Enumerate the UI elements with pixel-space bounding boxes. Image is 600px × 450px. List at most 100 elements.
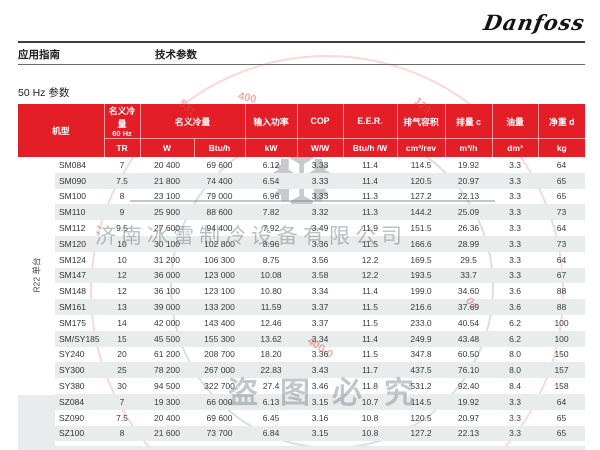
value-cell: 3.36 — [311, 349, 329, 360]
value-cell: 69 600 — [206, 412, 233, 423]
value-cell: 13 — [104, 299, 141, 315]
value-cell: 73 — [538, 235, 586, 252]
value-cell: 92.40 — [457, 381, 480, 392]
col-header-capacity-60hz-sub: 60 Hz — [112, 129, 132, 138]
value-cell: 3.6 — [509, 286, 521, 297]
danfoss-logo: Danfoss — [482, 10, 588, 35]
value-cell: 28.99 — [445, 235, 493, 252]
value-cell: 20 400 — [154, 159, 181, 170]
value-cell: 65 — [556, 191, 567, 202]
value-cell: 30 — [117, 381, 127, 392]
model-cell: SZ100 — [55, 425, 105, 442]
value-cell: 34.60 — [457, 286, 480, 297]
table-row: SM175 14 42 000 143 400 12.46 3.37 11.5 233.0 40… — [18, 315, 585, 331]
value-cell: 73 700 — [194, 425, 246, 442]
row-group-r22-label: R22 单台 — [18, 157, 55, 394]
value-cell: 8 — [119, 191, 125, 202]
model-cell: SM112 — [59, 223, 86, 234]
value-cell: 437.5 — [397, 362, 446, 379]
unit-w: W — [140, 138, 195, 157]
value-cell: 26.36 — [457, 223, 480, 234]
model-cell: SY240 — [59, 349, 85, 360]
value-cell: 61 200 — [154, 349, 181, 360]
value-cell: 3.3 — [509, 254, 521, 265]
table-row: SZ090 7.5 20 400 69 600 6.45 3.16 10.8 120.5 20.… — [18, 410, 585, 426]
value-cell: 531.2 — [410, 381, 432, 392]
value-cell: 13.62 — [245, 330, 298, 347]
value-cell: 60.50 — [457, 349, 480, 360]
value-cell: 31 200 — [154, 254, 181, 265]
value-cell: 158 — [554, 381, 569, 392]
header-divider — [18, 64, 585, 65]
value-cell: 18.20 — [260, 349, 282, 360]
value-cell: 6.54 — [245, 172, 298, 189]
value-cell: 133 200 — [194, 299, 246, 315]
col-header-model: 机型 — [18, 104, 105, 157]
col-header-oil-charge: 油量 — [492, 104, 539, 139]
value-cell: 12 — [104, 267, 141, 284]
value-cell: 3.6 — [492, 299, 539, 315]
table-row: SY380 30 94 500 322 700 27.4 3.46 11.8 531.2 92.… — [18, 378, 585, 394]
value-cell: 7 — [119, 159, 125, 170]
model-cell: SM124 — [59, 254, 86, 265]
value-cell: 23 100 — [154, 191, 181, 202]
table-row: R22 单台 SM084 7 20 400 69 600 6.12 3.33 11.4 114.… — [18, 157, 585, 394]
value-cell: 19 300 — [140, 393, 195, 410]
value-cell: 74 400 — [194, 172, 246, 189]
value-cell: 11.5 — [343, 235, 398, 252]
value-cell: 102 800 — [194, 235, 246, 252]
value-cell: 11.5 — [362, 349, 378, 360]
value-cell: 11.59 — [245, 299, 298, 315]
model-cell: SZ084 — [55, 393, 105, 410]
value-cell: 123 100 — [204, 286, 235, 297]
value-cell: 33.7 — [445, 267, 493, 284]
value-cell: 8 — [104, 425, 141, 442]
value-cell: 3.43 — [297, 362, 344, 379]
value-cell: 3.49 — [311, 223, 329, 234]
value-cell: 66 000 — [194, 393, 246, 410]
spec-table: 机型 名义冷量 60 Hz 名义冷量 输入功率 COP E.E.R. 排气容积 … — [18, 104, 586, 450]
value-cell: 127.2 — [410, 191, 432, 202]
value-cell: 19.92 — [457, 159, 480, 170]
value-cell: 11.3 — [343, 204, 398, 221]
value-cell: 3.37 — [297, 299, 344, 315]
value-cell: 88 600 — [194, 204, 246, 221]
unit-btuhw: Btu/h /W — [343, 138, 398, 157]
value-cell: 7.82 — [245, 204, 298, 221]
value-cell: 3.34 — [297, 330, 344, 347]
value-cell: 11.4 — [362, 159, 378, 170]
table-row: SM161 13 39 000 133 200 11.59 3.37 11.5 216.6 37… — [18, 299, 586, 315]
value-cell: 19.92 — [445, 393, 493, 410]
value-cell: 166.6 — [397, 235, 446, 252]
value-cell: 78 200 — [140, 362, 195, 379]
model-cell: SM/SY185 — [55, 330, 105, 347]
value-cell: 6.84 — [245, 425, 298, 442]
value-cell: 3.32 — [297, 204, 344, 221]
value-cell: 11.3 — [362, 191, 378, 202]
value-cell: 11.9 — [362, 223, 378, 234]
model-cell: SM148 — [59, 286, 86, 297]
value-cell: 3.33 — [297, 172, 344, 189]
value-cell: 3.3 — [492, 425, 539, 442]
value-cell: 267 000 — [194, 362, 246, 379]
model-cell: SM175 — [59, 317, 86, 328]
value-cell: 6.45 — [262, 412, 280, 423]
model-cell: SY380 — [59, 381, 85, 392]
value-cell: 64 — [556, 254, 567, 265]
value-cell: 12 — [117, 286, 127, 297]
value-cell: 6.12 — [262, 159, 280, 170]
value-cell: 144.2 — [397, 204, 446, 221]
header-row-2: TR W Btu/h kW W/W Btu/h /W cm³/rev m³/h … — [18, 138, 586, 157]
value-cell: 347.8 — [410, 349, 432, 360]
value-cell: 322 700 — [204, 381, 235, 392]
table-row: SM110 9 25 900 88 600 7.82 3.32 11.3 144.2 25.09… — [18, 204, 586, 221]
col-header-displacement-volume: 排气容积 — [397, 104, 446, 139]
value-cell: 20 — [117, 349, 127, 360]
value-cell: 9 — [104, 204, 141, 221]
model-cell: SY300 — [55, 362, 105, 379]
value-cell: 127.2 — [397, 425, 446, 442]
value-cell: 11.8 — [362, 381, 378, 392]
value-cell: 21 800 — [140, 172, 195, 189]
value-cell: 11.7 — [343, 362, 398, 379]
value-cell: 3.3 — [509, 223, 521, 234]
